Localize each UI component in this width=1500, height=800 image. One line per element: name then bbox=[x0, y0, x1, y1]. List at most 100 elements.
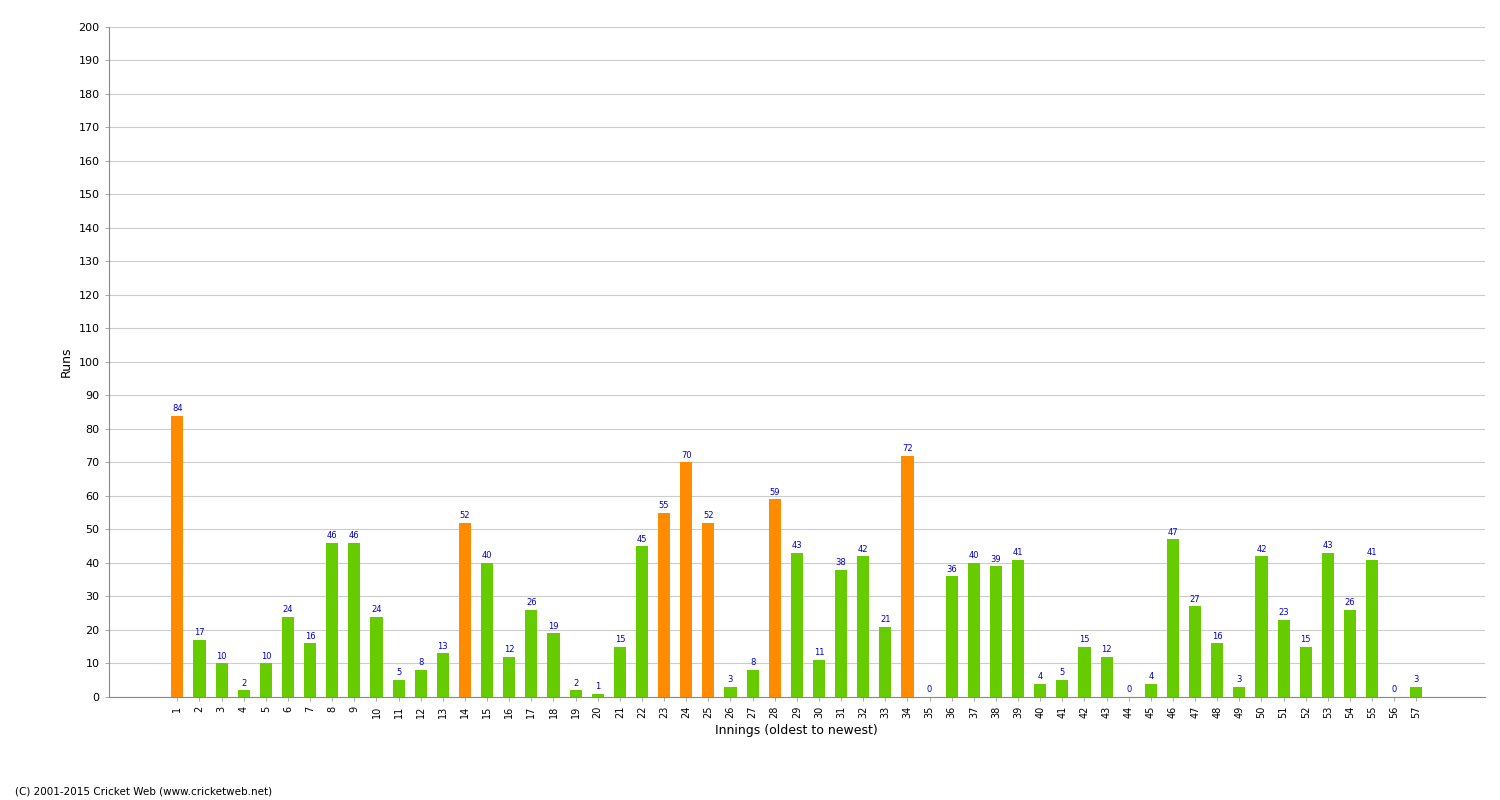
Bar bbox=[902, 456, 914, 697]
Text: 10: 10 bbox=[216, 652, 226, 661]
Text: 43: 43 bbox=[1323, 542, 1334, 550]
Bar bbox=[636, 546, 648, 697]
Text: 27: 27 bbox=[1190, 594, 1200, 604]
Text: 45: 45 bbox=[636, 534, 646, 543]
Bar bbox=[1366, 559, 1378, 697]
Text: 11: 11 bbox=[813, 648, 824, 658]
Text: 4: 4 bbox=[1148, 672, 1154, 681]
Text: 40: 40 bbox=[482, 551, 492, 560]
Bar bbox=[260, 663, 272, 697]
Text: 10: 10 bbox=[261, 652, 272, 661]
Bar bbox=[304, 643, 316, 697]
Text: 21: 21 bbox=[880, 615, 891, 624]
Text: 3: 3 bbox=[728, 675, 734, 684]
Bar bbox=[614, 646, 626, 697]
Bar bbox=[370, 617, 382, 697]
Bar bbox=[680, 462, 693, 697]
Text: 41: 41 bbox=[1366, 548, 1377, 557]
Text: 42: 42 bbox=[858, 545, 868, 554]
Bar bbox=[1101, 657, 1113, 697]
Bar bbox=[836, 570, 848, 697]
Text: 1: 1 bbox=[596, 682, 600, 691]
Text: 17: 17 bbox=[194, 628, 206, 638]
Bar bbox=[459, 522, 471, 697]
Text: 8: 8 bbox=[750, 658, 756, 667]
Text: 0: 0 bbox=[927, 686, 932, 694]
Bar bbox=[1056, 680, 1068, 697]
Text: 5: 5 bbox=[396, 669, 400, 678]
Text: 42: 42 bbox=[1256, 545, 1266, 554]
Bar bbox=[724, 687, 736, 697]
Bar bbox=[1299, 646, 1312, 697]
Bar bbox=[968, 563, 980, 697]
Bar bbox=[790, 553, 802, 697]
Bar bbox=[436, 654, 448, 697]
Text: 55: 55 bbox=[658, 501, 669, 510]
X-axis label: Innings (oldest to newest): Innings (oldest to newest) bbox=[716, 724, 878, 737]
Bar bbox=[194, 640, 206, 697]
Text: 59: 59 bbox=[770, 488, 780, 497]
Bar bbox=[813, 660, 825, 697]
Bar bbox=[237, 690, 250, 697]
Text: (C) 2001-2015 Cricket Web (www.cricketweb.net): (C) 2001-2015 Cricket Web (www.cricketwe… bbox=[15, 786, 272, 796]
Bar bbox=[1144, 683, 1156, 697]
Bar bbox=[1078, 646, 1090, 697]
Bar bbox=[1322, 553, 1334, 697]
Text: 38: 38 bbox=[836, 558, 846, 567]
Bar bbox=[570, 690, 582, 697]
Bar bbox=[1190, 606, 1202, 697]
Text: 26: 26 bbox=[1344, 598, 1356, 607]
Bar bbox=[393, 680, 405, 697]
Text: 24: 24 bbox=[370, 605, 381, 614]
Text: 70: 70 bbox=[681, 450, 692, 460]
Text: 52: 52 bbox=[459, 511, 470, 520]
Bar bbox=[1278, 620, 1290, 697]
Text: 3: 3 bbox=[1413, 675, 1419, 684]
Text: 47: 47 bbox=[1167, 528, 1179, 537]
Text: 3: 3 bbox=[1236, 675, 1242, 684]
Text: 19: 19 bbox=[548, 622, 558, 630]
Bar bbox=[990, 566, 1002, 697]
Bar bbox=[747, 670, 759, 697]
Text: 46: 46 bbox=[350, 531, 360, 540]
Text: 12: 12 bbox=[1101, 645, 1112, 654]
Text: 8: 8 bbox=[419, 658, 423, 667]
Text: 52: 52 bbox=[704, 511, 714, 520]
Bar bbox=[525, 610, 537, 697]
Text: 12: 12 bbox=[504, 645, 515, 654]
Text: 84: 84 bbox=[172, 404, 183, 413]
Bar bbox=[216, 663, 228, 697]
Bar bbox=[1034, 683, 1047, 697]
Text: 39: 39 bbox=[990, 554, 1002, 564]
Bar bbox=[348, 543, 360, 697]
Bar bbox=[482, 563, 494, 697]
Text: 15: 15 bbox=[1300, 635, 1311, 644]
Bar bbox=[856, 556, 870, 697]
Bar bbox=[702, 522, 714, 697]
Bar bbox=[1256, 556, 1268, 697]
Bar bbox=[768, 499, 782, 697]
Bar bbox=[414, 670, 428, 697]
Text: 24: 24 bbox=[282, 605, 292, 614]
Text: 2: 2 bbox=[573, 678, 578, 687]
Text: 43: 43 bbox=[792, 542, 802, 550]
Text: 0: 0 bbox=[1126, 686, 1131, 694]
Bar bbox=[1344, 610, 1356, 697]
Bar bbox=[1167, 539, 1179, 697]
Bar bbox=[1013, 559, 1025, 697]
Text: 5: 5 bbox=[1059, 669, 1065, 678]
Text: 0: 0 bbox=[1392, 686, 1396, 694]
Text: 15: 15 bbox=[1078, 635, 1089, 644]
Text: 26: 26 bbox=[526, 598, 537, 607]
Y-axis label: Runs: Runs bbox=[60, 346, 74, 378]
Text: 23: 23 bbox=[1278, 608, 1288, 617]
Text: 36: 36 bbox=[946, 565, 957, 574]
Bar bbox=[591, 694, 604, 697]
Bar bbox=[879, 626, 891, 697]
Text: 46: 46 bbox=[327, 531, 338, 540]
Bar bbox=[503, 657, 516, 697]
Text: 2: 2 bbox=[242, 678, 246, 687]
Bar bbox=[658, 513, 670, 697]
Bar bbox=[1410, 687, 1422, 697]
Bar bbox=[326, 543, 339, 697]
